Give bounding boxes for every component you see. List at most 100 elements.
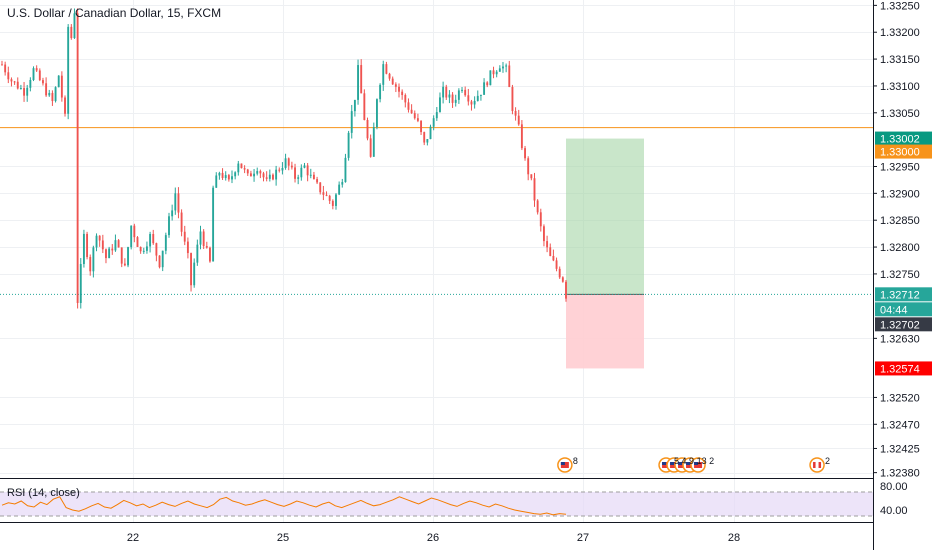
candle[interactable]: [161, 250, 164, 272]
candle[interactable]: [555, 257, 558, 272]
candle[interactable]: [130, 225, 133, 250]
candle[interactable]: [416, 113, 419, 123]
candle[interactable]: [539, 208, 542, 232]
candle[interactable]: [401, 89, 404, 100]
candle[interactable]: [287, 157, 290, 171]
candle[interactable]: [215, 172, 218, 188]
candle[interactable]: [212, 185, 215, 262]
candle[interactable]: [183, 225, 186, 246]
candle[interactable]: [363, 89, 366, 121]
candle[interactable]: [117, 239, 120, 248]
candle[interactable]: [423, 131, 426, 146]
candle[interactable]: [382, 60, 385, 91]
candle[interactable]: [92, 245, 95, 278]
event-us-stack-icon[interactable]: 5 4 9 13 2: [658, 456, 714, 473]
candle[interactable]: [429, 124, 432, 140]
candle[interactable]: [413, 110, 416, 120]
candle[interactable]: [281, 162, 284, 175]
candle[interactable]: [164, 232, 167, 255]
candle[interactable]: [227, 173, 230, 182]
candle[interactable]: [331, 199, 334, 210]
candle[interactable]: [70, 24, 73, 40]
candle[interactable]: [300, 164, 303, 181]
candle[interactable]: [231, 170, 233, 184]
candle[interactable]: [312, 171, 315, 180]
candle[interactable]: [89, 254, 92, 276]
candle[interactable]: [253, 168, 256, 182]
candle[interactable]: [448, 90, 451, 104]
candle[interactable]: [142, 247, 145, 254]
candle[interactable]: [328, 194, 331, 204]
candle[interactable]: [262, 171, 265, 182]
candle[interactable]: [353, 99, 356, 117]
candle[interactable]: [426, 139, 429, 146]
candle[interactable]: [470, 99, 473, 111]
candle[interactable]: [410, 104, 413, 114]
candle[interactable]: [338, 181, 341, 196]
candle[interactable]: [306, 162, 309, 182]
candle[interactable]: [391, 76, 394, 85]
candle[interactable]: [316, 176, 319, 185]
candle[interactable]: [325, 191, 328, 197]
candle[interactable]: [461, 86, 463, 93]
candle[interactable]: [520, 120, 523, 151]
stop-zone[interactable]: [566, 294, 644, 369]
candle[interactable]: [517, 109, 520, 126]
candle[interactable]: [309, 168, 312, 179]
candle[interactable]: [23, 81, 26, 102]
candle[interactable]: [246, 168, 249, 176]
candle[interactable]: [379, 83, 382, 103]
candle[interactable]: [243, 165, 246, 174]
candle[interactable]: [265, 171, 268, 182]
candle[interactable]: [524, 145, 526, 161]
candle[interactable]: [268, 169, 271, 182]
candle[interactable]: [95, 233, 98, 252]
candle[interactable]: [174, 187, 177, 215]
candle[interactable]: [7, 66, 10, 84]
candle[interactable]: [476, 90, 479, 102]
price-axis[interactable]: [873, 0, 932, 550]
candle[interactable]: [168, 212, 170, 238]
candle[interactable]: [335, 193, 337, 210]
candle[interactable]: [360, 59, 363, 94]
candle[interactable]: [341, 178, 344, 188]
candle[interactable]: [190, 252, 192, 292]
candle[interactable]: [492, 66, 495, 79]
candle[interactable]: [508, 60, 511, 88]
candle[interactable]: [303, 162, 306, 169]
candle[interactable]: [514, 107, 517, 121]
candle[interactable]: [435, 107, 438, 121]
candle[interactable]: [193, 258, 196, 288]
candle[interactable]: [29, 77, 32, 92]
candle[interactable]: [54, 86, 57, 103]
candle[interactable]: [259, 169, 262, 179]
candle[interactable]: [145, 241, 148, 254]
candle[interactable]: [105, 248, 107, 264]
candle[interactable]: [350, 104, 353, 139]
candle[interactable]: [420, 120, 423, 135]
candle[interactable]: [489, 70, 492, 86]
candle[interactable]: [530, 174, 533, 181]
candle[interactable]: [136, 236, 139, 247]
candle[interactable]: [32, 66, 35, 82]
candle[interactable]: [290, 161, 293, 170]
candle[interactable]: [73, 8, 76, 39]
candle[interactable]: [158, 255, 161, 269]
candle[interactable]: [64, 95, 66, 117]
candle[interactable]: [369, 134, 372, 158]
candle[interactable]: [38, 68, 41, 82]
candle[interactable]: [237, 160, 240, 176]
candle[interactable]: [123, 258, 126, 267]
event-us-icon[interactable]: 8: [557, 456, 578, 473]
candle[interactable]: [505, 63, 508, 73]
candle[interactable]: [256, 167, 259, 176]
candle[interactable]: [79, 258, 82, 309]
candle[interactable]: [120, 247, 123, 268]
candle[interactable]: [464, 86, 467, 97]
target-zone[interactable]: [566, 138, 644, 295]
candle[interactable]: [439, 92, 441, 113]
candle[interactable]: [57, 75, 60, 88]
candle[interactable]: [209, 246, 211, 263]
candle[interactable]: [67, 24, 70, 120]
candle[interactable]: [565, 279, 567, 302]
